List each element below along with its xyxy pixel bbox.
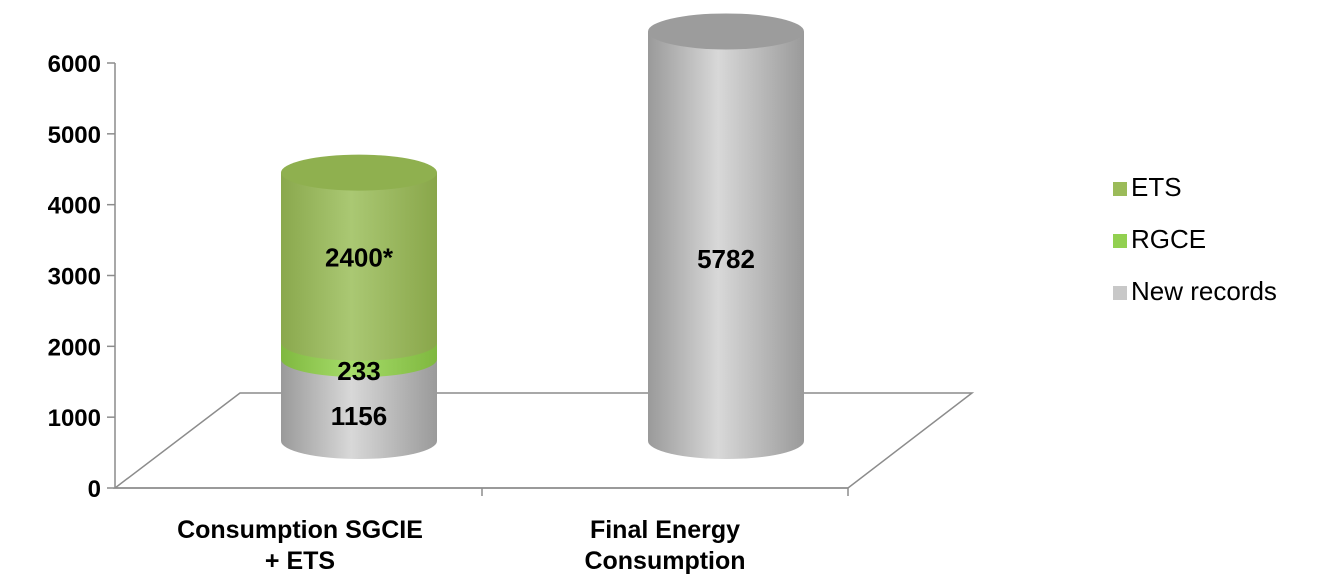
chart-floor bbox=[112, 392, 975, 489]
bar-new-records-0 bbox=[281, 359, 437, 459]
legend-swatch bbox=[1113, 286, 1127, 300]
legend-label: RGCE bbox=[1131, 224, 1206, 254]
category-label: Consumption bbox=[584, 547, 745, 575]
data-label: 5782 bbox=[697, 244, 755, 274]
data-label: 1156 bbox=[331, 401, 387, 431]
y-tick-label: 5000 bbox=[48, 122, 101, 149]
y-tick-label: 2000 bbox=[48, 334, 101, 361]
data-label: 2400* bbox=[325, 243, 394, 273]
y-tick-label: 4000 bbox=[48, 193, 101, 220]
y-tick-label: 6000 bbox=[48, 51, 101, 78]
bar-top-cap-0 bbox=[281, 154, 437, 191]
legend-label: ETS bbox=[1131, 172, 1182, 202]
bar-top-cap-1 bbox=[648, 13, 804, 50]
category-label: Final Energy bbox=[590, 516, 740, 544]
legend-swatch bbox=[1113, 234, 1127, 248]
category-label: + ETS bbox=[265, 547, 335, 575]
legend-label: New records bbox=[1131, 276, 1277, 306]
data-label: 233 bbox=[337, 356, 380, 386]
bar-new-records-1 bbox=[648, 31, 804, 459]
bar-ets-0 bbox=[281, 172, 438, 361]
y-tick-label: 1000 bbox=[48, 405, 101, 432]
y-tick-label: 0 bbox=[88, 476, 101, 503]
category-label: Consumption SGCIE bbox=[177, 516, 423, 544]
legend-swatch bbox=[1113, 182, 1127, 196]
y-tick-label: 3000 bbox=[48, 264, 101, 291]
